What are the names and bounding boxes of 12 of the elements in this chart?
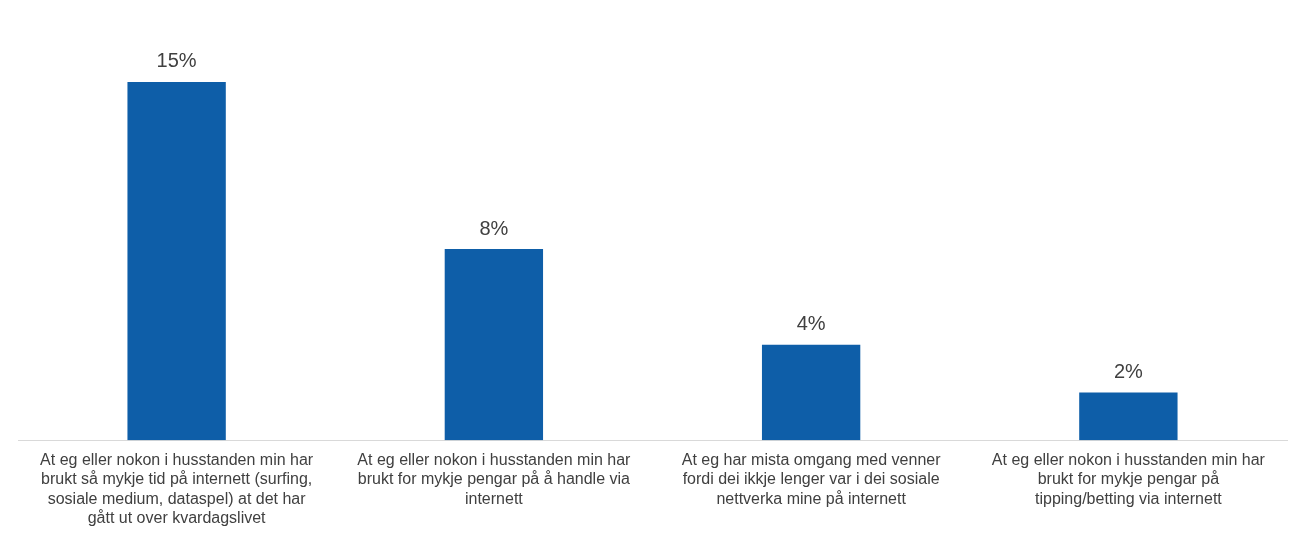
x-tick-label: At eg eller nokon i husstanden min har brukt så mykje tid på internett (surfing, sosiale medium, dataspel) at det har gått ut over kvardagslivet: [40, 451, 314, 526]
x-tick-label: At eg eller nokon i husstanden min har brukt for mykje pengar på å handle via internett: [357, 451, 632, 507]
bar: [444, 249, 544, 441]
bar: [1079, 392, 1178, 441]
data-label: 8%: [479, 216, 509, 239]
bar: [761, 344, 861, 441]
data-label: 4%: [796, 312, 826, 335]
x-tick-label: At eg har mista omgang med venner fordi dei ikkje lenger var i dei sosiale nettverka mine på internett: [681, 451, 942, 507]
data-label: 15%: [156, 49, 197, 72]
bar: [127, 81, 226, 441]
x-tick-label: At eg eller nokon i husstanden min har brukt for mykje pengar på tipping/betting via internett: [991, 451, 1266, 507]
data-label: 2%: [1113, 359, 1144, 382]
